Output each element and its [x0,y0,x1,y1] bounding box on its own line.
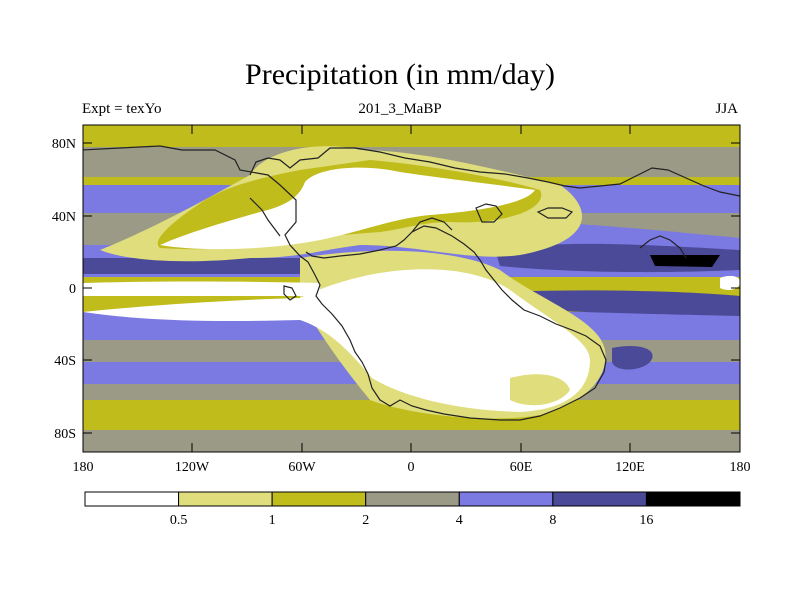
equatorial-dry-west [83,281,320,296]
lon-label: 0 [408,460,415,475]
colorbar-swatch [458,491,554,507]
lon-tick-marks [82,125,741,452]
lat-label: 40S [54,354,76,369]
colorbar-swatch [271,491,367,507]
colorbar-swatch [645,491,741,507]
colorbar-label: 4 [456,513,463,528]
period-label: 201_3_MaBP [358,101,442,117]
lon-label: 120E [615,460,645,475]
colorbar-swatch [552,491,647,507]
patch-south-east [510,374,570,406]
lat-label: 80N [52,137,76,152]
colorbar-swatch [178,491,273,507]
colorbar-label: 16 [639,513,653,528]
lat-label: 80S [54,427,76,442]
band-itcz-core-west [83,258,313,274]
season-label: JJA [715,101,738,117]
map-title: Precipitation (in mm/day) [245,58,555,91]
colorbar: 0.5 1 2 4 8 16 [84,491,741,528]
patch-east-dry [720,275,740,290]
coastlines [83,145,740,421]
lon-label: 60W [288,460,316,475]
colorbar-label: 1 [269,513,276,528]
colorbar-label: 8 [549,513,556,528]
zone-south-spot [612,345,653,370]
lat-label: 40N [52,210,76,225]
colorbar-swatch [365,491,460,507]
experiment-label: Expt = texYo [82,101,162,117]
colorbar-label: 2 [362,513,369,528]
lon-label: 120W [175,460,210,475]
landmass-south-dry [83,269,590,412]
lat-tick-marks [83,142,740,434]
lon-label: 180 [73,460,94,475]
band-arctic [83,125,740,147]
colorbar-label: 0.5 [170,513,188,528]
lat-label: 0 [69,282,76,297]
landmass-north-dry [160,167,535,250]
precipitation-field [83,125,740,452]
zone-max-precip [650,255,720,267]
colorbar-swatch [84,491,180,507]
lon-label: 60E [510,460,533,475]
lon-label: 180 [730,460,751,475]
band-antarctic [83,430,740,452]
